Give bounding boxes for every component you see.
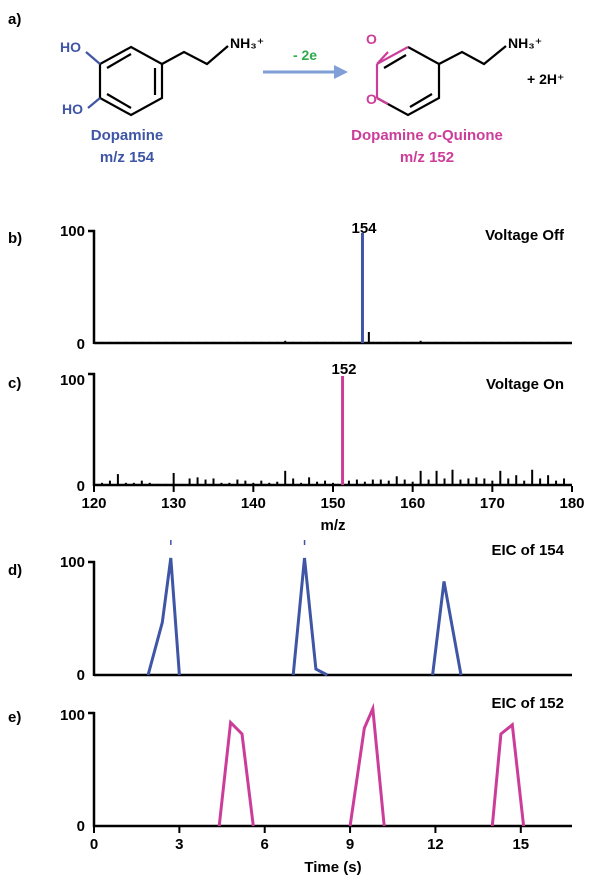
panel-d-label: d) [8,562,22,579]
panel-c-xtick-label-2: 140 [241,495,266,512]
panel-d-ytick-100: 100 [60,554,85,571]
panel-b-bars [93,233,566,343]
panel-d-ytick-0: 0 [77,667,85,684]
panel-c-xtick-label-0: 120 [81,495,106,512]
panel-e-xtick-label-3: 9 [346,836,354,853]
panel-e-xtick-label-5: 15 [512,836,529,853]
panel-c-xtick-label-6: 180 [559,495,584,512]
panel-b-ytick-100: 100 [60,223,85,240]
panel-e-label: e) [8,709,21,726]
panel-e-title: EIC of 152 [491,695,564,712]
panel-c-xtick-label-1: 130 [161,495,186,512]
panel-c-xtick-label-5: 170 [480,495,505,512]
reaction-arrow [263,65,348,79]
panel-b-title: Voltage Off [485,227,565,244]
panel-b-label: b) [8,230,22,247]
panel-c-ytick-100: 100 [60,372,85,389]
panel-c-label: c) [8,375,21,392]
panel-b-peak-label: 154 [351,220,377,237]
dopamine-structure [85,45,229,117]
dopamine-name: Dopamine [91,127,164,144]
panel-d-peak-trace-0 [146,557,181,676]
quinone-name: Dopamine o-Quinone [351,127,503,144]
panel-d: d) 100 0 EIC of 154 [8,540,572,684]
panel-e: e) 100 0 EIC of 152 0 3 6 9 12 15 Time (s) [8,695,572,876]
panel-a: a) HO HO NH₃⁺ Dopamine m/z 154 - 2e [8,11,564,166]
dopamine-mz: m/z 154 [100,149,155,166]
quinone-name-italic: o [428,127,437,144]
panel-c-x-axis-label: m/z [320,517,345,534]
panel-d-title: EIC of 154 [491,542,564,559]
quinone-amine-group: NH₃⁺ [508,35,542,51]
panel-c-peak-label: 152 [331,361,356,378]
panel-e-xtick-label-0: 0 [90,836,98,853]
quinone-oxygen-top: O [366,31,377,47]
quinone-structure [375,45,507,117]
panel-e-peak-trace-0 [217,719,255,827]
dopamine-amine-group: NH₃⁺ [230,35,264,51]
panel-e-peak-trace-1 [348,702,386,827]
panel-c: c) 100 0 Voltage On 120 130 140 150 160 170 18… [8,361,585,534]
panel-e-xtick-label-1: 3 [175,836,183,853]
panel-b-ytick-0: 0 [77,336,85,353]
electron-loss-label: - 2e [293,47,317,63]
panel-e-xtick-label-2: 6 [261,836,269,853]
proton-byproduct: + 2H⁺ [527,71,564,87]
panel-d-peak-trace-1 [291,557,328,677]
dopamine-hydroxyl-bottom: HO [62,101,83,117]
panel-d-peak-trace-2 [431,581,463,676]
quinone-name-prefix: Dopamine [351,127,428,144]
panel-d-traces [146,540,463,677]
quinone-oxygen-bottom: O [366,91,377,107]
panel-e-traces [217,702,526,827]
panel-e-ytick-0: 0 [77,818,85,835]
panel-b: b) 100 0 Voltage Off 154 [8,220,572,353]
quinone-name-suffix: -Quinone [437,127,503,144]
quinone-mz: m/z 152 [400,149,454,166]
panel-e-ytick-100: 100 [60,707,85,724]
dopamine-hydroxyl-top: HO [60,39,81,55]
panel-c-xtick-label-4: 160 [400,495,425,512]
panel-e-xtick-label-4: 12 [427,836,444,853]
panel-c-title: Voltage On [486,376,564,393]
panel-c-xtick-label-3: 150 [320,495,345,512]
panel-e-x-axis-label: Time (s) [304,859,361,876]
panel-c-x-ticks: 120 130 140 150 160 170 180 [81,486,585,512]
panel-e-peak-trace-2 [490,721,526,827]
panel-c-ytick-0: 0 [77,478,85,495]
panel-c-bars [100,376,566,485]
panel-e-x-ticks: 0 3 6 9 12 15 [90,827,529,853]
panel-a-label: a) [8,11,21,28]
